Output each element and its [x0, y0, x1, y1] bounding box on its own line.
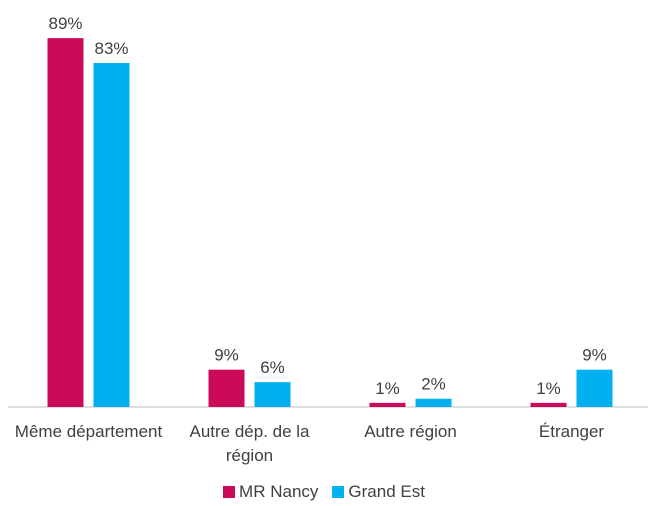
bar: [369, 402, 406, 407]
bar: [415, 398, 452, 407]
data-label: 83%: [94, 39, 128, 58]
bar: [93, 63, 130, 408]
data-label: 9%: [214, 346, 239, 365]
x-tick-label: Même département: [14, 422, 163, 441]
legend-swatch: [332, 486, 345, 498]
data-label: 1%: [536, 379, 561, 398]
x-tick-label: Étranger: [538, 422, 605, 441]
data-label: 89%: [48, 14, 82, 33]
legend-swatch: [223, 486, 236, 498]
legend-item: Grand Est: [332, 482, 425, 502]
data-label: 2%: [421, 375, 446, 394]
data-label: 9%: [582, 346, 607, 365]
data-label: 1%: [375, 379, 400, 398]
data-label: 6%: [260, 358, 285, 377]
legend-item: MR Nancy: [223, 482, 318, 502]
x-tick-label: Autre dép. de la région: [189, 422, 310, 465]
legend: MR Nancy Grand Est: [0, 482, 648, 502]
legend-label: MR Nancy: [239, 482, 319, 501]
bar: [47, 38, 84, 408]
legend-label: Grand Est: [348, 482, 425, 501]
bar: [576, 369, 613, 407]
bar: [254, 382, 291, 407]
x-tick-label: Autre région: [364, 422, 457, 441]
bar: [208, 369, 245, 407]
bar: [530, 402, 567, 407]
